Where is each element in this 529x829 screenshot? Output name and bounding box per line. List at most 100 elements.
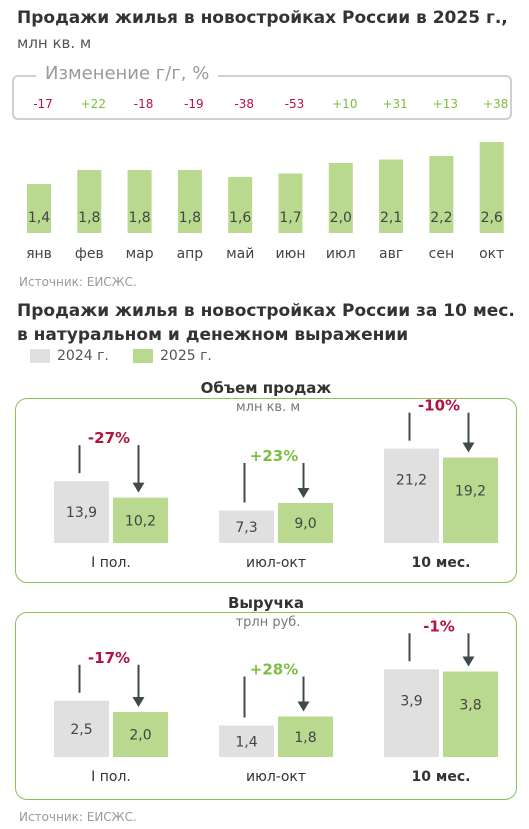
bar-апр [177,170,202,233]
x-tick-label: фев [75,246,104,262]
change-arrow-head [462,442,475,453]
bar-value-label: 3,9 [400,693,422,709]
change-label: -17% [88,649,130,667]
yoy-change-label: -53 [285,97,305,111]
yoy-change-label: -38 [234,97,254,111]
bar-2024-0 [54,700,109,757]
bar-value-label: 3,8 [459,698,481,714]
x-tick-label: янв [26,246,52,262]
yoy-change-label: +13 [433,97,458,111]
change-arrow-head [132,482,145,493]
x-tick-label: июл [326,246,356,262]
yoy-change-label: +22 [81,97,106,111]
panel-volume [15,398,517,583]
bar-янв [27,184,51,233]
monthly-bar-chart: 1,4 янв -17 1,8 фев +22 1,8 мар -18 1,8 апр -19 1,6 м… [26,97,508,262]
yoy-change-label: +31 [382,97,407,111]
yoy-title: Изменение г/г, % [36,63,219,84]
group-label: I пол. [91,769,131,785]
bar-value-label: 9,0 [294,516,316,532]
group-label: июл-окт [246,555,306,571]
panel-revenue-unit: трлн руб. [235,615,301,630]
bar-2025-1 [278,502,333,543]
bar-2024-1 [219,725,274,757]
bar-окт [479,142,504,233]
bar-value-label: 1,8 [128,210,150,226]
bar-2024-1 [219,510,274,543]
change-label: -10% [418,397,460,415]
yoy-change-label: -17 [33,97,53,111]
legend-swatch-2024 [30,349,50,363]
bar-value-label: 1,8 [294,730,316,746]
bar-2024-2 [384,669,439,757]
chart2-title-line2: в натуральном и денежном выражении [17,325,409,345]
yoy-change-label: -18 [134,97,154,111]
panel-volume-title: Объем продаж [194,379,338,397]
legend-swatch-2025 [133,349,153,363]
change-label: +23% [250,447,298,465]
bar-2025-2 [443,457,498,543]
change-arrow-head [462,656,475,667]
x-tick-label: авг [379,246,403,262]
panel-volume-unit: млн кв. м [235,400,301,415]
bar-value-label: 2,0 [330,210,352,226]
bar-2025-0 [113,497,168,543]
legend-label-2025: 2025 г. [160,348,212,364]
yoy-box [12,75,512,120]
x-tick-label: мар [126,246,154,262]
group-label: июл-окт [246,769,306,785]
bar-value-label: 1,6 [229,210,251,226]
change-arrow-head [297,487,310,498]
group-label: 10 мес. [412,555,471,571]
x-tick-label: сен [429,246,454,262]
bar-value-label: 1,4 [28,210,50,226]
yoy-change-label: -19 [184,97,204,111]
bar-value-label: 1,8 [78,210,100,226]
bar-value-label: 13,9 [66,505,97,521]
bar-фев [77,170,102,233]
bar-2024-0 [54,481,109,543]
bar-2025-2 [443,671,498,757]
bar-value-label: 1,7 [279,210,301,226]
bar-value-label: 2,5 [70,722,92,738]
bar-value-label: 21,2 [396,473,427,489]
bar-2025-1 [278,716,333,757]
chart1-unit: млн кв. м [17,34,92,52]
panel-revenue-title: Выручка [221,594,311,612]
legend-label-2024: 2024 г. [57,348,109,364]
change-arrow-head [297,701,310,712]
x-tick-label: июн [275,246,305,262]
yoy-change-label: +38 [483,97,508,111]
chart2-title: Продажи жилья в новостройках России за 1… [17,299,515,347]
bar-мар [127,170,152,233]
bar-value-label: 7,3 [235,520,257,536]
bar-value-label: 2,1 [380,210,402,226]
panel-revenue [15,612,517,800]
change-label: +28% [250,661,298,679]
bar-value-label: 1,8 [179,210,201,226]
group-label: 10 мес. [412,769,471,785]
change-label: -27% [88,429,130,447]
change-arrow-head [132,697,145,707]
bar-value-label: 19,2 [455,484,486,500]
bar-июл [328,163,353,233]
bar-2025-0 [113,712,168,757]
bar-авг [379,159,404,233]
x-tick-label: апр [177,246,204,262]
yoy-change-label: +10 [332,97,357,111]
chart2-title-line1: Продажи жилья в новостройках России за 1… [17,301,515,321]
x-tick-label: май [226,246,254,262]
chart1-source: Источник: ЕИСЖС. [19,275,137,289]
bar-value-label: 10,2 [125,513,156,529]
x-tick-label: окт [479,246,504,262]
bar-июн [278,173,303,233]
bar-2024-2 [384,448,439,543]
chart2-source: Источник: ЕИСЖС. [19,810,137,824]
bar-value-label: 2,6 [481,210,503,226]
change-label: -1% [423,617,455,635]
bar-value-label: 2,0 [129,728,151,744]
bar-сен [429,156,454,233]
bar-май [228,177,253,233]
bar-value-label: 1,4 [235,734,257,750]
